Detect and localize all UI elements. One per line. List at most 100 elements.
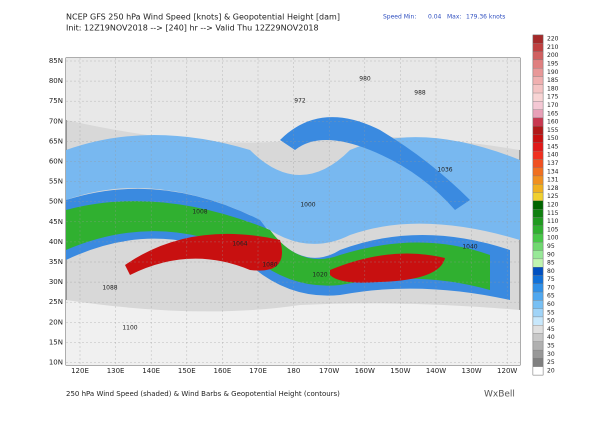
- contour-label: 1036: [437, 167, 452, 174]
- lat-label: 30N: [49, 278, 63, 286]
- colorbar-cell: [532, 349, 544, 359]
- lat-label: 50N: [49, 198, 63, 206]
- speed-min: 0.04: [428, 14, 442, 21]
- lat-label: 60N: [49, 158, 63, 166]
- contour-label: 980: [359, 76, 371, 83]
- colorbar-label: 105: [547, 226, 559, 233]
- colorbar-label: 25: [547, 359, 555, 366]
- colorbar-label: 45: [547, 326, 555, 333]
- lat-label: 75N: [49, 97, 63, 105]
- lat-label: 20N: [49, 318, 63, 326]
- lon-label: 120W: [497, 367, 517, 375]
- contour-label: 1008: [192, 209, 207, 216]
- colorbar-label: 125: [547, 193, 559, 200]
- colorbar-label: 131: [547, 177, 559, 184]
- colorbar-label: 110: [547, 218, 559, 225]
- colorbar-label: 65: [547, 293, 555, 300]
- colorbar-cell: [532, 217, 544, 226]
- colorbar-cell: [532, 184, 544, 193]
- colorbar-label: 120: [547, 202, 559, 209]
- colorbar-cell: [532, 250, 544, 260]
- contour-label: 972: [294, 98, 306, 105]
- colorbar-label: 70: [547, 284, 555, 291]
- colorbar-cell: [532, 134, 544, 143]
- colorbar-cell: [532, 101, 544, 110]
- colorbar-cell: [532, 43, 544, 52]
- colorbar-label: 150: [547, 135, 559, 142]
- colorbar-label: 85: [547, 260, 555, 267]
- colorbar-cell: [532, 159, 544, 168]
- caption: 250 hPa Wind Speed (shaded) & Wind Barbs…: [66, 390, 340, 398]
- colorbar-cell: [532, 233, 544, 243]
- contour-label: 1064: [232, 241, 247, 248]
- colorbar-label: 180: [547, 85, 559, 92]
- colorbar-label: 55: [547, 309, 555, 316]
- colorbar-cell: [532, 84, 544, 94]
- lat-label: 70N: [49, 117, 63, 125]
- colorbar-label: 115: [547, 210, 559, 217]
- colorbar-cell: [532, 76, 544, 85]
- brand: WxBell: [484, 390, 515, 400]
- colorbar-cell: [532, 242, 544, 251]
- colorbar-cell: [532, 92, 544, 102]
- speed-max: 179.36 knots: [466, 14, 505, 21]
- lon-label: 170W: [319, 367, 339, 375]
- contour-label: 1100: [122, 325, 137, 332]
- lat-label: 65N: [49, 137, 63, 145]
- colorbar-label: 195: [547, 61, 559, 68]
- colorbar-cell: [532, 283, 544, 293]
- colorbar-cell: [532, 175, 544, 185]
- colorbar-cell: [532, 267, 544, 276]
- colorbar-cell: [532, 258, 544, 268]
- colorbar-label: 190: [547, 69, 559, 76]
- lat-label: 55N: [49, 178, 63, 186]
- contour-label: 1000: [300, 202, 315, 209]
- lon-label: 180: [287, 367, 300, 375]
- colorbar-label: 95: [547, 243, 555, 250]
- colorbar-label: 160: [547, 119, 559, 126]
- speed-min-label: Speed Min:: [383, 14, 416, 21]
- lon-label: 150E: [178, 367, 196, 375]
- lon-label: 160E: [214, 367, 232, 375]
- colorbar-label: 20: [547, 367, 555, 374]
- colorbar-cell: [532, 208, 544, 218]
- colorbar-label: 145: [547, 143, 559, 150]
- colorbar-cell: [532, 142, 544, 152]
- colorbar-label: 50: [547, 318, 555, 325]
- contour-label: 1040: [462, 244, 477, 251]
- lat-label: 80N: [49, 77, 63, 85]
- lat-label: 85N: [49, 57, 63, 65]
- contour-label: 1088: [102, 285, 117, 292]
- colorbar-cell: [532, 358, 544, 367]
- colorbar-label: 220: [547, 36, 559, 43]
- colorbar-label: 80: [547, 268, 555, 275]
- map: [65, 57, 521, 366]
- lat-label: 25N: [49, 298, 63, 306]
- colorbar-label: 165: [547, 110, 559, 117]
- colorbar-cell: [532, 316, 544, 326]
- colorbar-label: 75: [547, 276, 555, 283]
- lon-label: 150W: [390, 367, 410, 375]
- colorbar-cell: [532, 291, 544, 301]
- colorbar-cell: [532, 200, 544, 210]
- lon-label: 120E: [71, 367, 89, 375]
- lat-label: 45N: [49, 218, 63, 226]
- colorbar-cell: [532, 366, 544, 376]
- init-line: Init: 12Z19NOV2018 --> [240] hr --> Vali…: [66, 24, 319, 33]
- lat-label: 40N: [49, 238, 63, 246]
- colorbar-cell: [532, 59, 544, 69]
- colorbar-label: 100: [547, 235, 559, 242]
- colorbar-label: 170: [547, 102, 559, 109]
- colorbar-label: 200: [547, 52, 559, 59]
- colorbar-cell: [532, 275, 544, 284]
- colorbar-label: 175: [547, 94, 559, 101]
- colorbar-cell: [532, 341, 544, 351]
- colorbar-cell: [532, 68, 544, 77]
- lon-label: 130W: [461, 367, 481, 375]
- contour-label: 988: [414, 90, 426, 97]
- lon-label: 170E: [249, 367, 267, 375]
- colorbar-cell: [532, 167, 544, 177]
- colorbar-cell: [532, 325, 544, 334]
- colorbar-label: 140: [547, 152, 559, 159]
